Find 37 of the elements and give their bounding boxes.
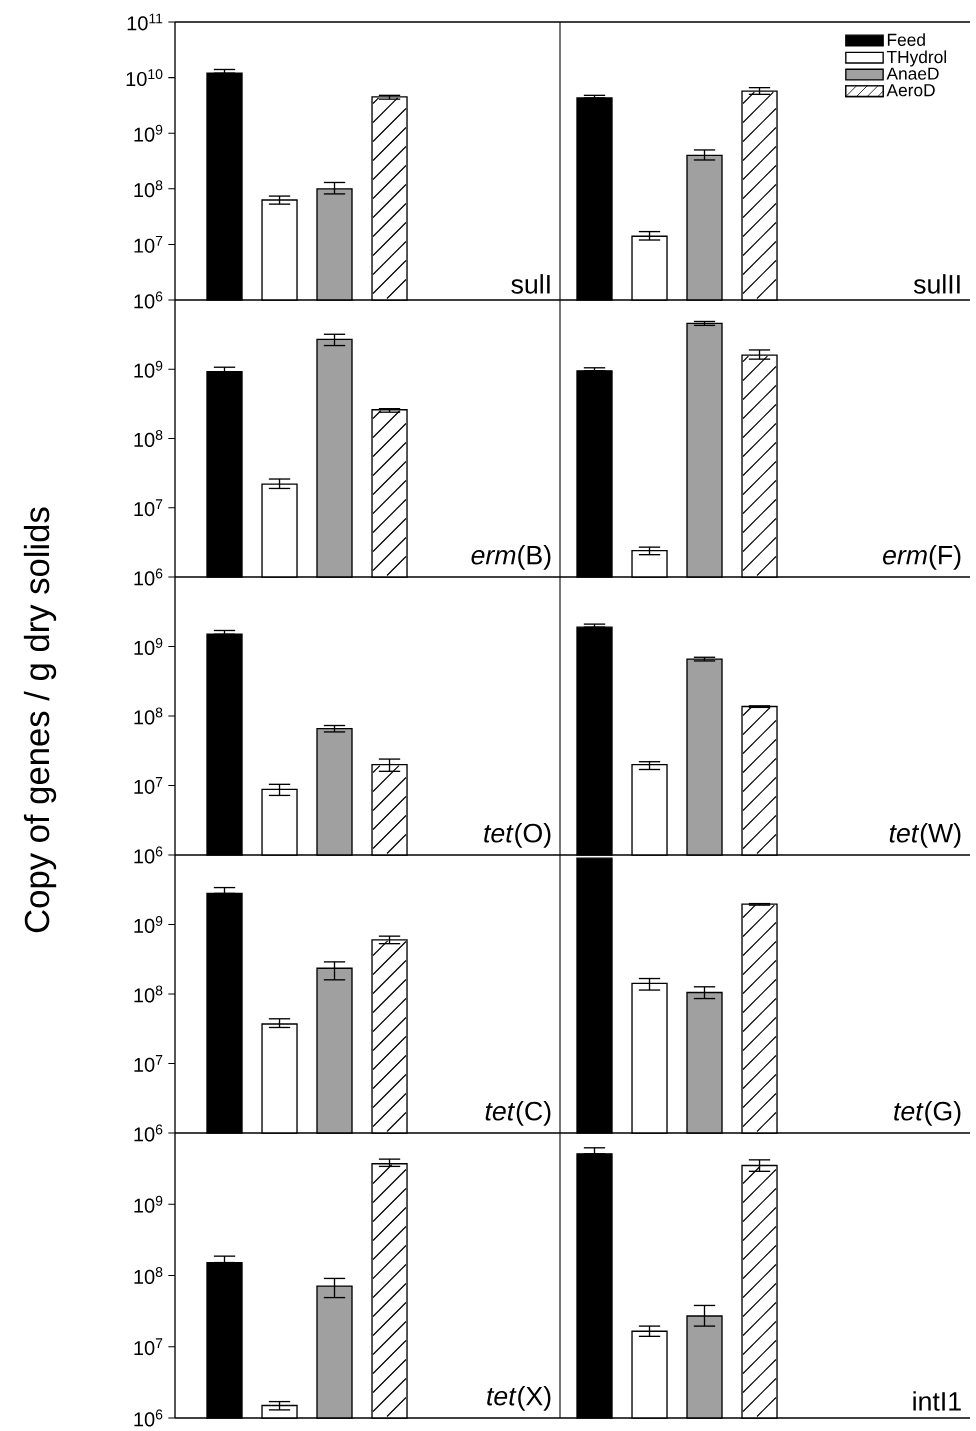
y-tick-label: 10$^{7}$ <box>134 499 163 517</box>
annotation: erm(F) <box>883 545 961 570</box>
y-tick-label: 10$^{6}$ <box>134 291 163 309</box>
annotation: erm(B) <box>471 545 551 570</box>
y-tick-label: 10$^{7}$ <box>134 1055 163 1072</box>
annotation: sulI <box>511 274 550 294</box>
annotation: sulII <box>913 274 960 294</box>
y-tick-label: 10$^{8}$ <box>134 430 163 447</box>
y-tick-label: 10$^{9}$ <box>134 360 163 378</box>
y-tick-label: 10$^{10}$ <box>126 69 163 87</box>
y-tick-label: 10$^{9}$ <box>134 638 163 655</box>
y-tick-label: 10$^{7}$ <box>134 236 163 253</box>
y-tick-label: 10$^{8}$ <box>134 707 163 725</box>
annotation: tet(G) <box>894 1101 961 1126</box>
y-tick-label: 10$^{7}$ <box>134 777 163 794</box>
y-tick-label: 10$^{6}$ <box>134 846 163 864</box>
y-tick-label: 10$^{11}$ <box>127 13 163 31</box>
y-tick-label: 10$^{9}$ <box>134 124 163 142</box>
y-tick-label: 10$^{9}$ <box>134 1195 163 1213</box>
annotation: intI1 <box>913 1391 961 1411</box>
legend-label: AeroD <box>886 84 935 97</box>
y-tick-label: 10$^{6}$ <box>134 1124 163 1142</box>
annotation: tet(C) <box>485 1101 551 1126</box>
y-tick-label: 10$^{9}$ <box>134 916 163 933</box>
y-tick-label: 10$^{6}$ <box>134 1409 163 1427</box>
annotation: tet(W) <box>889 823 961 848</box>
y-tick-label: 10$^{8}$ <box>134 985 163 1003</box>
y-tick-label: 10$^{8}$ <box>134 180 163 198</box>
legend-label: THydrol <box>886 50 947 67</box>
y-tick-label: 10$^{8}$ <box>134 1267 163 1284</box>
y-axis-title: Copy of genes / g dry solids <box>23 507 57 933</box>
legend-label: Feed <box>887 33 925 46</box>
legend-label: AnaeD <box>886 67 939 80</box>
annotation: tet(O) <box>484 823 551 848</box>
annotation: tet(X) <box>487 1385 551 1411</box>
y-tick-label: 10$^{7}$ <box>134 1338 163 1356</box>
y-tick-label: 10$^{6}$ <box>134 568 163 586</box>
